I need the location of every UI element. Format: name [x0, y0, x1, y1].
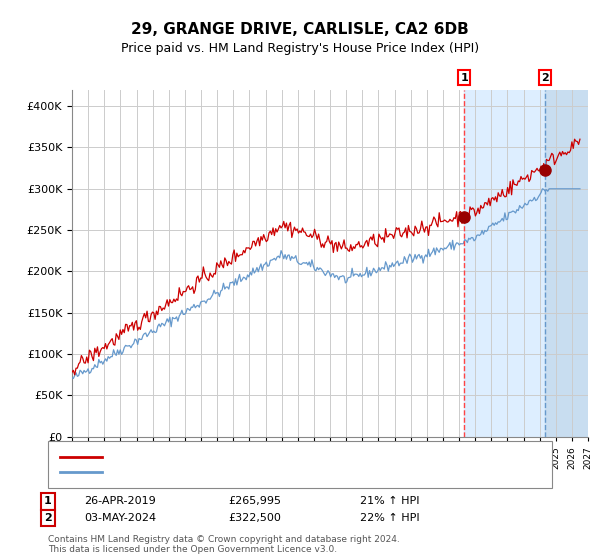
Text: 22% ↑ HPI: 22% ↑ HPI — [360, 513, 419, 523]
Text: 29, GRANGE DRIVE, CARLISLE, CA2 6DB: 29, GRANGE DRIVE, CARLISLE, CA2 6DB — [131, 22, 469, 38]
Text: 29, GRANGE DRIVE, CARLISLE, CA2 6DB (detached house): 29, GRANGE DRIVE, CARLISLE, CA2 6DB (det… — [108, 452, 411, 462]
Text: £322,500: £322,500 — [228, 513, 281, 523]
Text: 2: 2 — [44, 513, 52, 523]
Text: 2: 2 — [541, 73, 549, 83]
Bar — [464, 90, 588, 437]
Bar — [545, 90, 588, 437]
Text: 1: 1 — [460, 73, 468, 83]
Text: Contains HM Land Registry data © Crown copyright and database right 2024.
This d: Contains HM Land Registry data © Crown c… — [48, 535, 400, 554]
Text: 03-MAY-2024: 03-MAY-2024 — [84, 513, 156, 523]
Text: 26-APR-2019: 26-APR-2019 — [84, 496, 156, 506]
Text: 21% ↑ HPI: 21% ↑ HPI — [360, 496, 419, 506]
Text: 1: 1 — [44, 496, 52, 506]
Text: £265,995: £265,995 — [228, 496, 281, 506]
Text: Price paid vs. HM Land Registry's House Price Index (HPI): Price paid vs. HM Land Registry's House … — [121, 42, 479, 55]
Text: HPI: Average price, detached house, Cumberland: HPI: Average price, detached house, Cumb… — [108, 466, 365, 477]
